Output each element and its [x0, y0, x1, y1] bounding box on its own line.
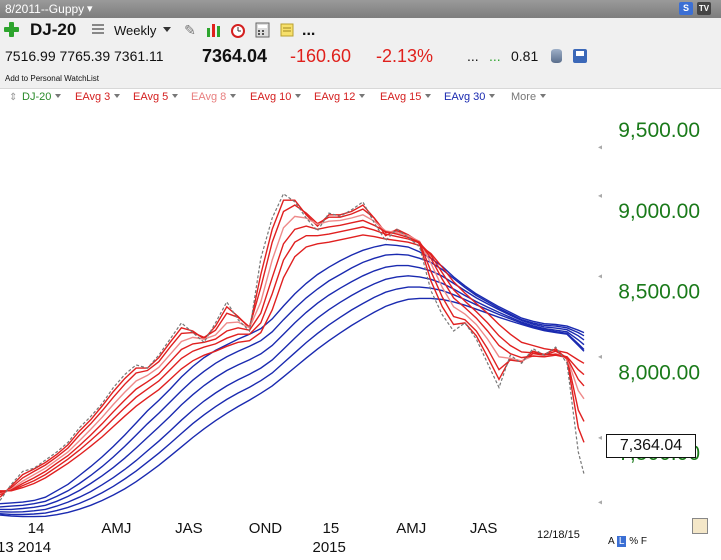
chevron-down-icon	[425, 94, 432, 98]
legend-label: EAvg 12	[314, 91, 356, 103]
legend-item-eavg8[interactable]: EAvg 8	[191, 91, 237, 103]
legend-item-eavg10[interactable]: EAvg 10	[250, 91, 302, 103]
ema-long-line-2	[0, 253, 585, 508]
last-price-marker: 7,364.04	[606, 434, 696, 458]
legend-item-eavg3[interactable]: EAvg 3	[75, 91, 121, 103]
chevron-down-icon	[114, 94, 121, 98]
last-price: 7364.04	[202, 46, 268, 66]
chevron-down-icon	[489, 94, 496, 98]
x-tick-label: AMJ	[101, 520, 131, 537]
ema-long-line-4	[0, 275, 585, 513]
ema-short-line-5	[0, 226, 585, 493]
scale-marker-icon: ◂	[598, 433, 602, 442]
title-dropdown-icon[interactable]: ▾	[87, 3, 93, 15]
x-sub-label: 2015	[313, 539, 346, 556]
scale-marker-icon: ◂	[598, 497, 602, 506]
bar-chart-icon[interactable]	[206, 22, 222, 38]
chevron-down-icon	[55, 94, 62, 98]
tools-icon[interactable]: ✎	[184, 22, 196, 38]
ema-short-line-6	[0, 234, 585, 492]
legend-label: EAvg 10	[250, 91, 292, 103]
legend-item-eavg12[interactable]: EAvg 12	[314, 91, 366, 103]
legend-item-eavg15[interactable]: EAvg 15	[380, 91, 432, 103]
legend-label: EAvg 15	[380, 91, 422, 103]
x-sub-label: 13	[0, 539, 14, 556]
price-change-percent: -2.13%	[376, 46, 434, 66]
ratio-value: 0.81	[511, 48, 539, 64]
legend-item-more[interactable]: More	[511, 91, 547, 103]
x-tick-label: OND	[249, 520, 283, 537]
ema-short-line-2	[0, 204, 585, 496]
scale-marker-icon: ◂	[598, 352, 602, 361]
window-title[interactable]: 8/2011--Guppy	[5, 2, 85, 16]
legend-label: DJ-20	[22, 91, 52, 103]
legend-label: EAvg 5	[133, 91, 169, 103]
ema-long-line-5	[0, 286, 585, 516]
legend-label: More	[511, 91, 537, 103]
y-tick-label: 8,000.00	[618, 361, 700, 384]
chevron-down-icon	[230, 94, 237, 98]
x-tick-label: 14	[28, 520, 45, 537]
price-change: -160.60	[290, 46, 352, 66]
y-tick-label: 9,000.00	[618, 200, 700, 223]
chevron-down-icon	[359, 94, 366, 98]
frequency-select[interactable]: Weekly	[114, 23, 157, 38]
chevron-down-icon	[540, 94, 547, 98]
ema-long-line-1	[0, 243, 585, 505]
low-value: 7361.11	[114, 48, 164, 64]
chevron-down-icon	[295, 94, 302, 98]
symbol-input[interactable]: DJ-20	[30, 20, 77, 39]
x-tick-label: JAS	[175, 520, 203, 537]
window-titlebar: 8/2011--Guppy ▾ S TV	[0, 0, 721, 18]
ema-long-line-3	[0, 264, 585, 511]
x-tick-label: AMJ	[396, 520, 426, 537]
indicator-dots: ...	[467, 48, 479, 64]
toolbar: DJ-20 Weekly ✎ ... 7516.99 7765.39 7361.…	[0, 18, 721, 89]
legend-item-eavg30[interactable]: EAvg 30	[444, 91, 496, 103]
drag-handle-icon[interactable]: ⇕	[9, 92, 18, 103]
legend-label: EAvg 3	[75, 91, 111, 103]
ema-short-line-4	[0, 219, 585, 494]
list-icon[interactable]	[92, 24, 104, 36]
tv-badge-icon[interactable]: TV	[697, 2, 711, 15]
legend-item-dj20[interactable]: DJ-20	[22, 91, 62, 103]
add-to-watchlist-link[interactable]: Add to Personal WatchList	[5, 74, 99, 83]
x-tick-label: JAS	[470, 520, 498, 537]
ema-short-line-1	[0, 199, 585, 498]
save-icon[interactable]	[573, 49, 587, 63]
more-button[interactable]: ...	[302, 22, 316, 39]
price-chart[interactable]: 9,500.009,000.008,500.008,000.007,500.00…	[0, 105, 721, 560]
scale-toggle[interactable]: A L % F	[608, 536, 648, 547]
legend-label: EAvg 30	[444, 91, 486, 103]
calculator-icon[interactable]	[255, 22, 271, 38]
x-tick-label: 15	[323, 520, 340, 537]
x-sub-label: 2014	[18, 539, 51, 556]
s-badge-icon[interactable]: S	[679, 2, 693, 15]
legend-label: EAvg 8	[191, 91, 227, 103]
alarm-clock-icon[interactable]	[230, 22, 246, 38]
ohlc-values: 7516.99 7765.39 7361.11	[5, 48, 164, 64]
indicator-dots-green: ...	[489, 48, 501, 64]
open-value: 7516.99	[5, 48, 56, 64]
legend-item-eavg5[interactable]: EAvg 5	[133, 91, 179, 103]
indicator-legend: ⇕ DJ-20 EAvg 3 EAvg 5 EAvg 8 EAvg 10 EAv…	[0, 89, 600, 105]
pencil-icon[interactable]	[692, 518, 708, 534]
note-icon[interactable]	[279, 22, 295, 38]
high-value: 7765.39	[59, 48, 111, 64]
add-symbol-icon[interactable]	[4, 22, 19, 37]
y-tick-label: 8,500.00	[618, 281, 700, 304]
scale-marker-icon: ◂	[598, 191, 602, 200]
scale-marker-icon: ◂	[598, 271, 602, 280]
price-series-line	[0, 192, 585, 501]
y-tick-label: 9,500.00	[618, 119, 700, 142]
frequency-dropdown-icon[interactable]	[163, 27, 171, 32]
chevron-down-icon	[172, 94, 179, 98]
scale-marker-icon: ◂	[598, 142, 602, 151]
ema-long-line-6	[0, 297, 585, 518]
last-date-label: 12/18/15	[537, 529, 580, 541]
ema-short-line-3	[0, 214, 585, 494]
database-icon[interactable]	[551, 49, 562, 63]
